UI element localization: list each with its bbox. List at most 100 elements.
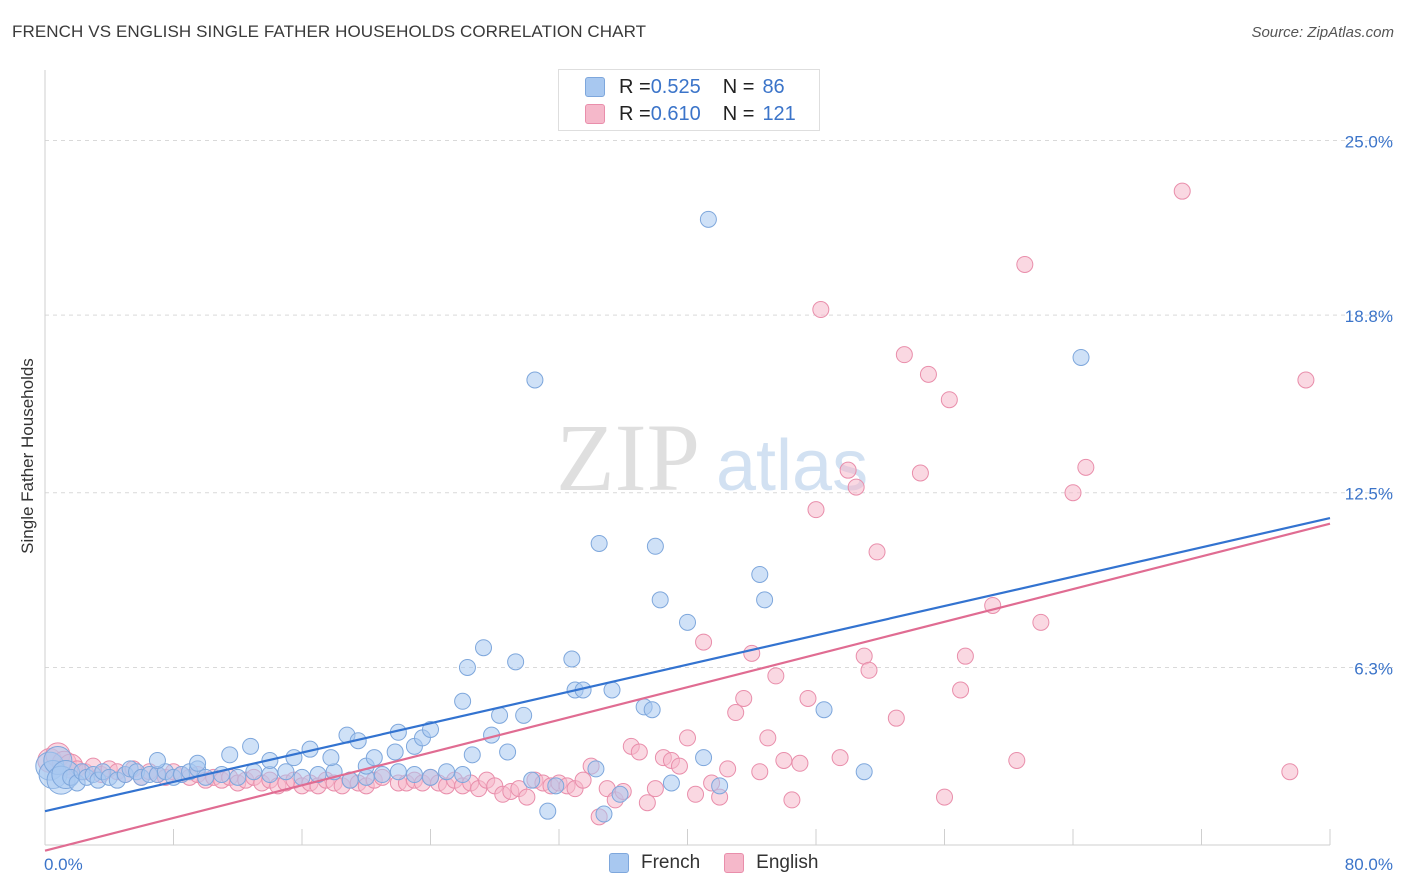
y-tick-label: 6.3% [1354,659,1393,678]
english-point [1032,613,1050,631]
y-axis-label: Single Father Households [18,358,37,554]
french-point [422,768,439,786]
english-point [807,501,825,519]
legend-label-french: French [641,852,701,873]
english-point [574,771,592,789]
english-point [911,464,929,482]
source-label: Source: ZipAtlas.com [1251,24,1394,41]
english-point [791,754,809,772]
french-point [603,681,621,699]
english-point [687,785,705,803]
french-point [699,210,717,228]
french-point [1072,348,1090,366]
chart-title: FRENCH VS ENGLISH SINGLE FATHER HOUSEHOL… [12,22,647,41]
french-point [454,766,472,784]
french-point [815,701,833,719]
english-point [1281,763,1299,781]
english-trend-line [44,522,1331,852]
french-point [405,766,423,784]
english-point [868,543,886,561]
french-point [611,785,629,803]
english-point [895,346,913,364]
trend-lines [44,517,1331,852]
french-point [595,805,613,823]
english-point [860,661,878,679]
n-label: N = [722,75,755,98]
french-point [751,565,769,583]
english-point [767,667,785,685]
english-point [936,788,953,806]
french-points [35,210,1090,823]
french-point [526,371,544,389]
english-point [695,633,713,651]
y-tick-label: 25.0% [1345,132,1393,151]
english-point [638,794,656,812]
axes [44,70,1331,846]
english-point [783,791,801,809]
x-tick-label: 0.0% [44,855,83,874]
french-point [322,749,340,767]
english-point [679,729,696,747]
french-point [389,763,407,781]
english-point [1173,182,1191,200]
french-point [386,743,404,761]
english-point [812,301,830,319]
r-label: R = [619,75,651,98]
french-point [679,613,696,631]
tick-labels: 6.3% 12.5% 18.8% 25.0% 0.0% 80.0% [44,132,1393,874]
english-point [1008,751,1026,769]
english-point [1297,371,1315,389]
r-value: 0.525 [650,75,701,98]
french-point [221,746,239,764]
french-point [499,743,517,761]
legend-item-french: French [609,852,700,874]
french-point [547,777,565,795]
english-point [630,743,648,761]
legend-item-english: English [724,852,818,874]
french-point [662,774,680,792]
english-point [799,689,817,707]
stats-legend: R = 0.525 N = 86 R = 0.610 N = 121 [558,69,820,131]
french-point [563,650,581,668]
english-point [735,689,753,707]
french-point [711,777,729,795]
r-label: R = [619,102,651,125]
french-point [189,754,207,772]
english-swatch [724,853,745,873]
french-point [458,658,476,676]
english-point [831,749,849,767]
french-point [855,763,873,781]
french-point [475,639,493,657]
legend-row-french: R = 0.525 N = 86 [585,74,785,100]
english-point [940,391,958,409]
english-point [646,780,664,798]
english-point [1064,484,1082,502]
english-point [956,647,974,665]
y-tick-label: 12.5% [1345,485,1393,504]
french-point [277,763,295,781]
french-point [651,591,669,609]
r-value: 0.610 [650,102,701,125]
french-swatch [609,853,629,873]
english-point [719,760,737,778]
legend-label-english: English [756,852,819,873]
n-label: N = [722,102,755,125]
french-point [539,802,557,820]
french-point [515,706,533,724]
french-point [438,763,456,781]
french-point [587,760,605,778]
french-point [646,537,664,555]
french-point [245,763,263,781]
english-point [670,757,688,775]
english-point [1077,458,1095,476]
french-point [454,692,472,710]
french-point [422,720,439,738]
french-point [373,766,391,784]
grid-lines [45,139,1395,668]
english-point [952,681,970,699]
english-point [887,709,905,727]
french-trend-line [44,517,1331,813]
french-point [523,771,541,789]
french-point [229,768,247,786]
